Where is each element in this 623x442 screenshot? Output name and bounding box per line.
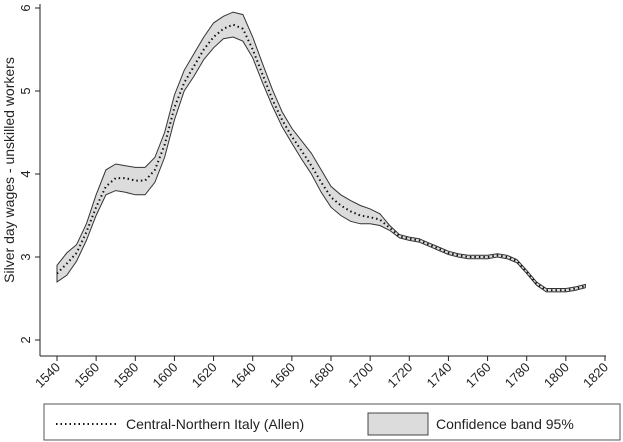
confidence-band-area bbox=[56, 11, 586, 293]
legend-frame bbox=[43, 403, 621, 441]
legend-label-italy: Central-Northern Italy (Allen) bbox=[126, 416, 304, 432]
y-tick-label: 3 bbox=[18, 253, 33, 260]
y-tick-label: 4 bbox=[18, 170, 33, 177]
y-tick-label: 2 bbox=[18, 336, 33, 343]
legend-band-swatch bbox=[367, 412, 429, 436]
y-tick-label: 6 bbox=[18, 4, 33, 11]
legend: Central-Northern Italy (Allen) Confidenc… bbox=[43, 403, 621, 441]
series-line-italy bbox=[56, 23, 586, 292]
y-tick-label: 5 bbox=[18, 87, 33, 94]
plot-area bbox=[56, 11, 586, 293]
legend-label-confidence: Confidence band 95% bbox=[436, 416, 574, 432]
y-axis-title: Silver day wages - unskilled workers bbox=[1, 57, 17, 283]
